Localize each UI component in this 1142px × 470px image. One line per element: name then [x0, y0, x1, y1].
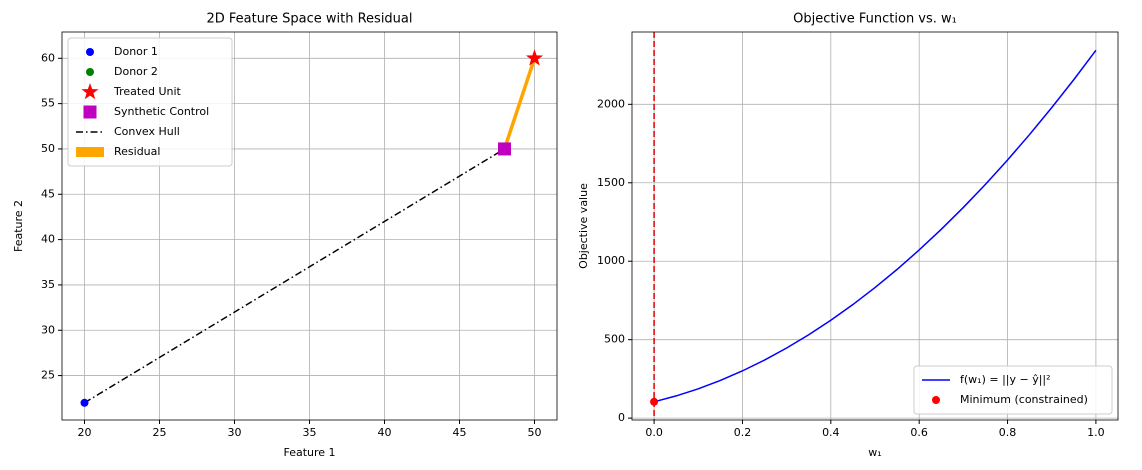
legend-box — [913, 365, 1113, 415]
x-tick-label: 0.8 — [999, 426, 1017, 439]
x-tick-label: 0.6 — [910, 426, 928, 439]
marker-square — [498, 142, 511, 156]
x-tick-label: 25 — [153, 426, 167, 439]
legend-label: Minimum (constrained) — [960, 393, 1088, 406]
plot-frame — [61, 31, 558, 421]
legend-label: Residual — [114, 145, 160, 158]
series-line — [84, 148, 505, 404]
y-tick-label: 60 — [41, 51, 55, 64]
y-tick-label: 35 — [41, 278, 55, 291]
marker-star — [525, 49, 544, 66]
y-axis-label: Feature 2 — [12, 200, 25, 252]
y-tick-label: 0 — [618, 411, 625, 424]
marker-circle — [80, 398, 89, 407]
x-tick-label: 50 — [528, 426, 542, 439]
y-tick-label: 50 — [41, 142, 55, 155]
x-tick-label: 1.0 — [1087, 426, 1105, 439]
x-tick-label: 0.4 — [822, 426, 840, 439]
x-tick-label: 20 — [78, 426, 92, 439]
chart-title: 2D Feature Space with Residual — [206, 12, 412, 27]
y-tick-label: 2000 — [597, 97, 625, 110]
chart-title: Objective Function vs. w₁ — [793, 12, 957, 27]
x-tick-label: 30 — [228, 426, 242, 439]
legend-label: Convex Hull — [114, 125, 180, 138]
x-axis-label: w₁ — [868, 446, 881, 459]
x-axis-label: Feature 1 — [283, 446, 335, 459]
x-tick-label: 45 — [453, 426, 467, 439]
series-line — [653, 49, 1097, 403]
legend-label: Treated Unit — [113, 85, 182, 98]
plot-frame — [631, 31, 1119, 421]
y-tick-label: 45 — [41, 187, 55, 200]
x-tick-label: 0.0 — [645, 426, 663, 439]
y-tick-label: 1000 — [597, 254, 625, 267]
legend-label: Donor 1 — [114, 45, 158, 58]
marker-star — [81, 83, 99, 100]
y-tick-label: 40 — [41, 233, 55, 246]
legend-label: Donor 2 — [114, 65, 158, 78]
y-tick-label: 55 — [41, 97, 55, 110]
x-tick-label: 35 — [303, 426, 317, 439]
y-tick-label: 500 — [604, 333, 625, 346]
marker-circle — [932, 396, 940, 404]
y-tick-label: 1500 — [597, 176, 625, 189]
marker-circle — [650, 397, 659, 406]
legend-label: Synthetic Control — [114, 105, 209, 118]
x-tick-label: 0.2 — [734, 426, 752, 439]
marker-square — [83, 105, 97, 119]
legend-label: f(w₁) = ||y − ŷ||² — [960, 373, 1051, 386]
y-tick-label: 30 — [41, 323, 55, 336]
series-line — [502, 57, 537, 150]
marker-circle — [86, 48, 94, 56]
y-axis-label: Objective value — [577, 183, 590, 269]
x-tick-label: 40 — [378, 426, 392, 439]
legend-box — [67, 37, 233, 167]
y-tick-label: 25 — [41, 369, 55, 382]
marker-circle — [86, 68, 94, 76]
